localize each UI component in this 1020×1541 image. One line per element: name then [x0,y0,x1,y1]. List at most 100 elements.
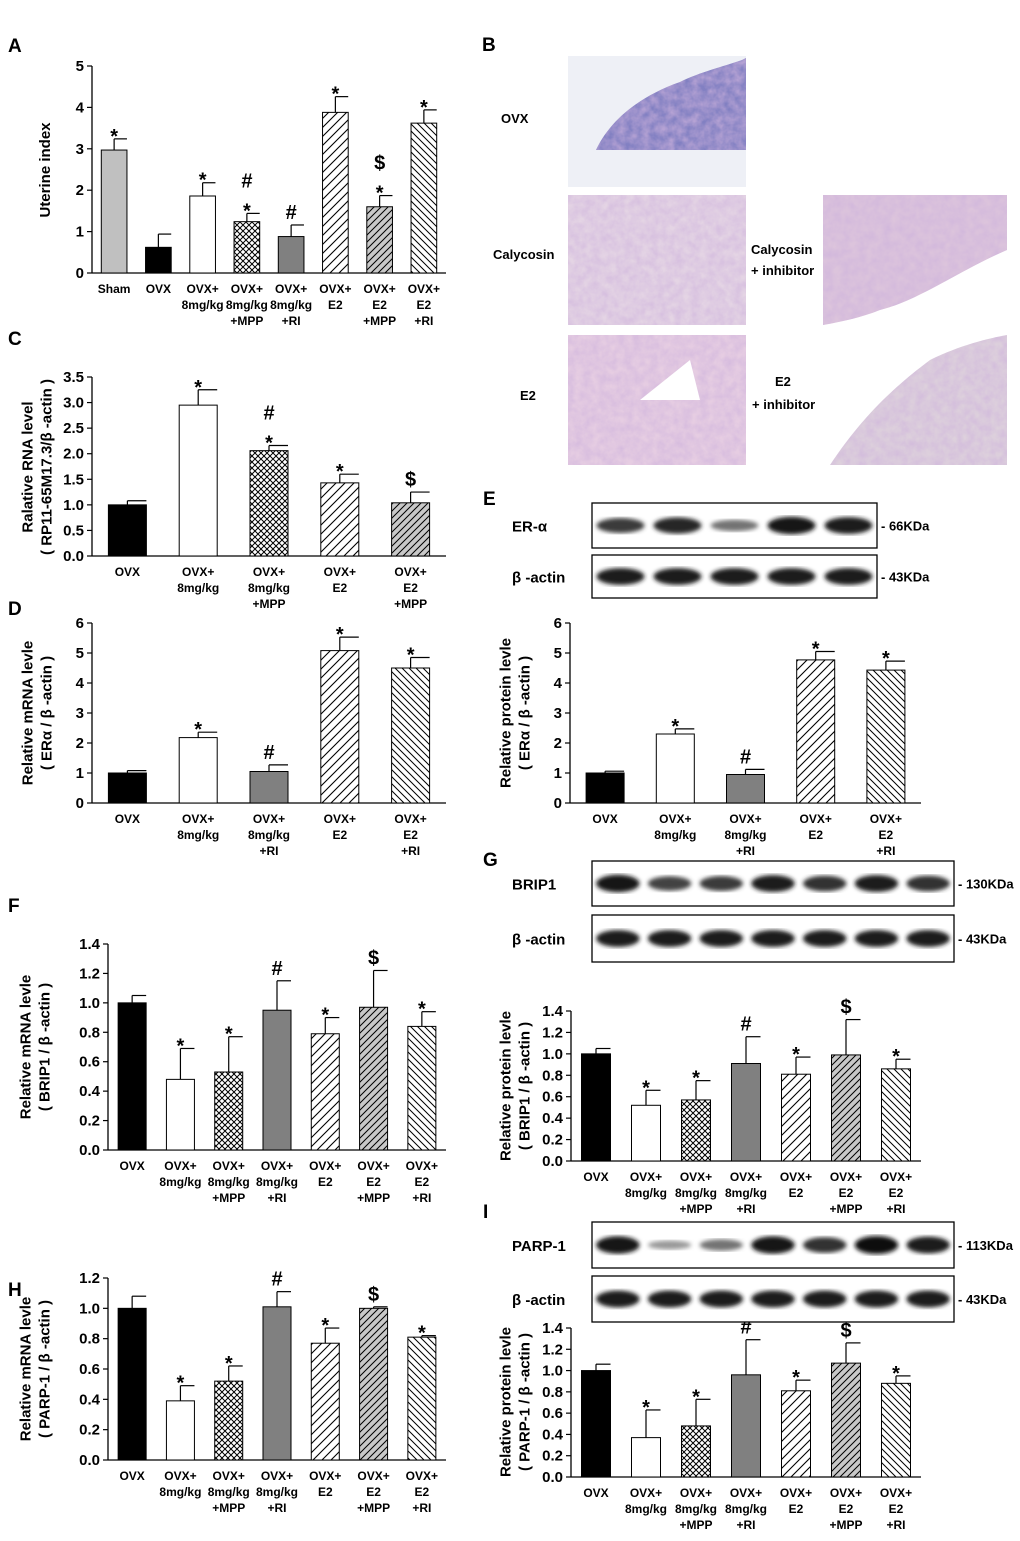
y-axis-label: Relative protein levle [498,1011,515,1161]
histology-image-e2 [568,335,746,465]
category-label: +MPP [252,597,285,611]
bar [781,1073,811,1162]
blot-kda-label: - 43KDa [958,1292,1007,1307]
panel-letter: F [8,896,20,917]
bar [262,1306,292,1461]
y-tick-label: 1.0 [79,995,100,1012]
category-label: +RI [259,844,278,858]
blot-band [751,875,795,892]
category-label: OVX+ [253,812,285,826]
bar [391,502,431,557]
category-label: 8mg/kg [675,1186,717,1200]
significance-mark: * [265,433,273,455]
significance-mark: * [243,200,251,222]
category-label: +RI [886,1518,905,1532]
blot-band [596,1290,640,1308]
y-tick-label: 0.0 [79,1142,100,1159]
bar [107,504,147,557]
bar [189,195,216,274]
blot-band [653,517,702,534]
significance-mark: * [892,1046,900,1068]
y-tick-label: 0.0 [542,1469,563,1486]
category-label: +RI [736,844,755,858]
significance-mark: * [225,1353,233,1375]
category-label: +MPP [212,1191,245,1205]
category-label: E2 [889,1186,904,1200]
significance-mark: * [418,1323,426,1345]
category-label: E2 [808,828,823,842]
bar [366,206,393,274]
y-tick-label: 1.4 [542,1320,564,1337]
significance-mark: * [199,170,207,192]
category-label: OVX+ [730,1486,762,1500]
category-label: OVX+ [231,282,263,296]
y-tick-label: 1.0 [542,1363,563,1380]
y-tick-label: 0.8 [542,1067,563,1084]
y-tick-label: 5 [76,645,84,662]
panel-letter-b: B [482,35,496,56]
panel-letter: A [8,36,22,57]
category-label: OVX+ [729,812,761,826]
y-axis-label: ( RP11-65M17.3/β -actin ) [39,379,56,555]
bar [320,650,360,804]
bar [262,1009,292,1151]
significance-mark: * [331,84,339,106]
histology-label-ovx: OVX [501,111,529,126]
category-label: E2 [417,298,432,312]
chart-a: A 0 1 2 3 4 5 Uterine index * Sham OVX * OVX+ 8mg/kg #… [8,36,446,328]
category-label: +RI [414,314,433,328]
blot-band [699,876,744,891]
y-tick-label: 0.2 [79,1113,100,1130]
category-label: Sham [98,282,131,296]
category-label: OVX+ [800,812,832,826]
category-label: +RI [267,1501,286,1515]
y-tick-label: 6 [554,615,562,632]
y-tick-label: 2 [76,182,84,199]
panel-letter: E [483,489,496,510]
y-tick-label: 0.8 [542,1384,563,1401]
category-label: +MPP [829,1518,862,1532]
y-tick-label: 0.8 [79,1024,100,1041]
y-tick-label: 0.4 [542,1426,564,1443]
category-label: 8mg/kg [208,1175,250,1189]
blot-band [751,1236,795,1254]
significance-mark: * [420,97,428,119]
histology-label-e2-inhibitor-1: E2 [775,374,791,389]
bar [681,1099,711,1162]
category-label: OVX+ [324,812,356,826]
category-label: OVX [119,1469,144,1483]
category-label: OVX+ [730,1170,762,1184]
histology-image-ovx [568,56,746,187]
bar [731,1063,761,1162]
category-label: +MPP [394,597,427,611]
significance-mark: $ [368,1284,379,1306]
y-tick-label: 1 [76,765,84,782]
blot-kda-label: - 66KDa [881,519,930,534]
category-label: +MPP [212,1501,245,1515]
blot-band [802,930,847,947]
y-tick-label: 1.0 [542,1046,563,1063]
significance-mark: # [271,1269,282,1291]
blot-band [824,517,873,534]
category-label: E2 [789,1186,804,1200]
panel-letter: I [483,1202,488,1223]
blot-band [751,1290,795,1308]
y-tick-label: 0 [76,265,84,282]
significance-mark: * [376,183,384,205]
blot-row-label: ER-α [512,519,548,536]
bar [310,1033,340,1151]
chart-f: F 0.0 0.2 0.4 0.6 0.8 1.0 1.2 1.4 Relative mRNA l… [8,896,446,1205]
blot-kda-label: - 130KDa [958,877,1014,892]
blot-band [767,516,816,535]
chart-c: C 0.0 0.5 1.0 1.5 2.0 2.5 3.0 3.5 Ralative RNA le… [8,329,446,611]
category-label: 8mg/kg [208,1485,250,1499]
histology-image-calycosin [568,195,746,325]
y-tick-label: 2 [76,735,84,752]
significance-mark: * [882,648,890,670]
significance-mark: # [286,202,297,224]
y-tick-label: 0.0 [63,548,84,565]
blot-band [854,930,899,947]
category-label: OVX+ [261,1469,293,1483]
y-tick-label: 0.5 [63,522,84,539]
category-label: OVX+ [309,1469,341,1483]
